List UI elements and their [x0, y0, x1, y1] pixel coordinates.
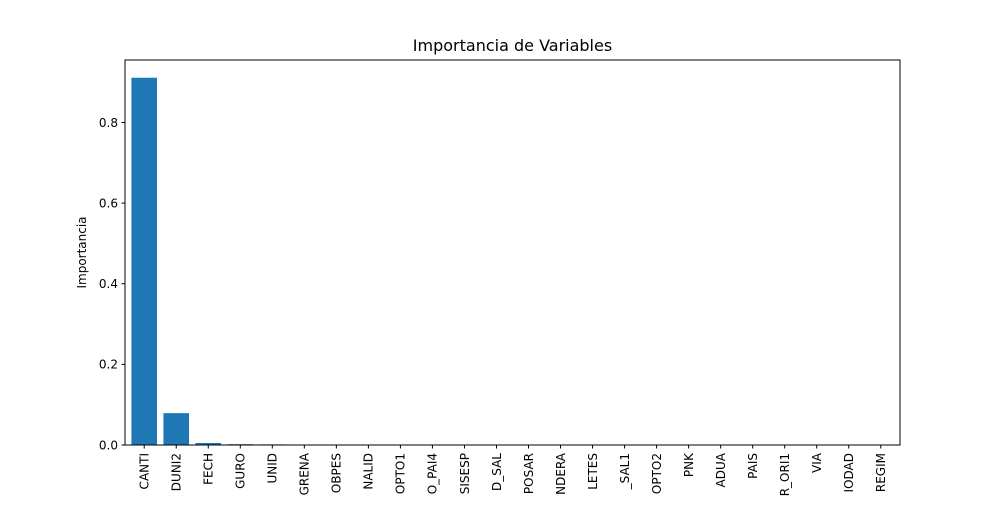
x-tick-label: NALID — [362, 453, 376, 490]
x-tick-label: D_SAL — [490, 453, 504, 491]
x-tick-label: REGIM — [874, 453, 888, 492]
x-tick-label: GURO — [234, 453, 248, 489]
x-tick-label: _SAL1 — [618, 453, 632, 490]
x-tick-label: O_PAI4 — [426, 453, 440, 494]
y-ticks-group: 0.0 0.2 0.4 0.6 0.8 — [99, 116, 125, 453]
bar-duni2 — [163, 413, 189, 445]
x-tick-label: VIA — [810, 452, 824, 473]
y-tick-label: 0.8 — [99, 116, 118, 130]
y-tick-label: 0.2 — [99, 358, 118, 372]
x-tick-label: OPTO2 — [650, 453, 664, 494]
x-tick-label: PNK — [682, 452, 696, 477]
x-tick-label: ADUA — [714, 452, 728, 487]
x-tick-label: GRENA — [298, 452, 312, 495]
bar-canti — [131, 78, 157, 445]
y-axis-label: Importancia — [75, 216, 89, 288]
x-tick-label: R_ORI1 — [778, 453, 792, 496]
y-tick-label: 0.0 — [99, 438, 118, 452]
x-tick-label: PAIS — [746, 453, 760, 479]
x-tick-label: OBPES — [330, 453, 344, 493]
x-tick-label: FECH — [202, 453, 216, 485]
x-tick-label: UNID — [266, 453, 280, 484]
x-tick-label: OPTO1 — [394, 453, 408, 494]
y-tick-label: 0.6 — [99, 196, 118, 210]
y-tick-label: 0.4 — [99, 277, 118, 291]
x-tick-label: IODAD — [842, 453, 856, 492]
x-tick-label: DUNI2 — [170, 453, 184, 491]
x-tick-label: CANTI — [138, 453, 152, 489]
x-tick-label: NDERA — [554, 452, 568, 495]
x-ticks-group: CANTI DUNI2 FECH GURO UNID GRENA OBPES NALID OPT… — [138, 445, 889, 496]
x-tick-label: LETES — [586, 453, 600, 490]
x-tick-label: SISESP — [458, 453, 472, 494]
chart-title: Importancia de Variables — [413, 36, 612, 55]
plot-background — [125, 60, 900, 445]
x-tick-label: POSAR — [522, 453, 536, 494]
